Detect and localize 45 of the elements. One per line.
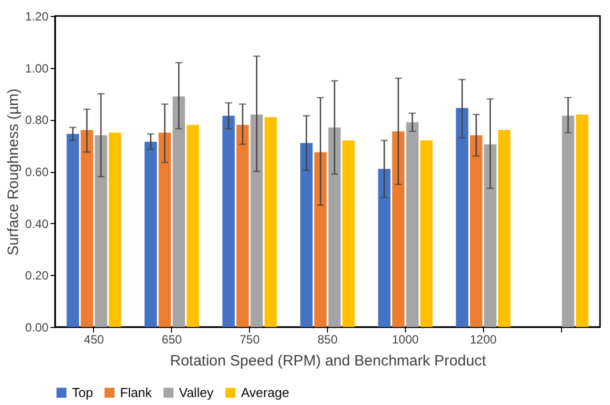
y-tick-label: 0.00: [25, 320, 49, 334]
y-tick-label: 0.80: [25, 113, 49, 128]
legend-label: Flank: [120, 384, 152, 400]
y-tick-label: 0.40: [25, 216, 49, 231]
x-tick-label: 450: [84, 332, 104, 346]
legend-label: Valley: [179, 384, 214, 400]
bar: [314, 152, 327, 327]
bar: [172, 96, 185, 327]
bar: [222, 116, 235, 327]
y-tick-label: 1.20: [25, 10, 49, 24]
legend-label: Average: [241, 384, 290, 400]
bar: [576, 114, 588, 327]
bar: [470, 135, 482, 327]
bar: [378, 168, 390, 327]
bar: [158, 132, 171, 327]
x-tick-label: 650: [162, 332, 182, 346]
bar: [108, 132, 122, 327]
y-tick-label: 1.00: [25, 61, 49, 76]
x-axis-title: Rotation Speed (RPM) and Benchmark Product: [170, 352, 487, 370]
bar: [186, 124, 200, 327]
bar: [144, 142, 157, 327]
y-tick-label: 0.60: [25, 165, 49, 179]
bar: [236, 124, 249, 327]
bar: [456, 108, 468, 327]
bar: [498, 130, 510, 327]
x-tick-label: 1000: [392, 332, 420, 346]
bar: [250, 114, 263, 327]
bar: [406, 122, 419, 327]
bar: [342, 140, 355, 327]
bar: [264, 117, 277, 327]
bar: [300, 142, 313, 327]
x-tick-label: 750: [240, 332, 260, 346]
y-tick-label: 0.20: [25, 268, 49, 283]
legend-label: Top: [72, 384, 93, 400]
bar: [484, 144, 496, 327]
bar: [66, 134, 80, 327]
x-tick-label: 1200: [470, 332, 497, 346]
x-tick-label: 850: [317, 332, 338, 346]
bar: [94, 135, 108, 327]
bar: [392, 131, 405, 327]
bar: [420, 140, 433, 327]
y-axis-title: Surface Roughness (µm): [5, 88, 22, 256]
bar: [562, 116, 574, 327]
bar: [328, 127, 341, 327]
bar: [80, 130, 94, 327]
